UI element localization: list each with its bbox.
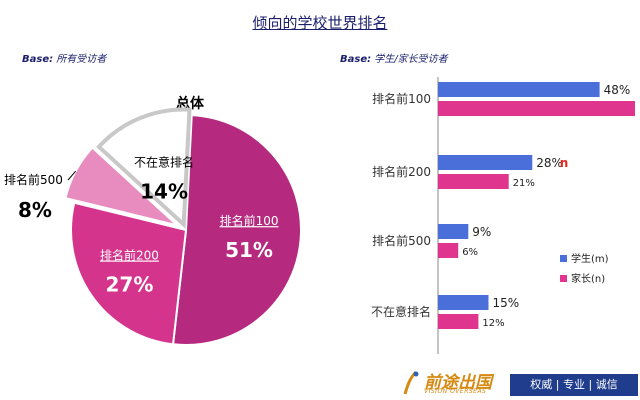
pie-slice	[171, 114, 302, 346]
legend-label: 家长(n)	[571, 272, 605, 285]
category-label: 排名前200	[372, 164, 431, 179]
category-label: 排名前500	[372, 233, 431, 248]
bar	[438, 82, 600, 97]
category-label: 排名前100	[372, 91, 431, 106]
bar-annotation: n	[560, 156, 569, 170]
pie-slice	[64, 146, 178, 227]
pie-slice-value: 8%	[18, 198, 52, 222]
bar	[438, 243, 459, 258]
tagline: 权威 | 专业 | 诚信	[510, 374, 638, 396]
pie-slice	[70, 201, 188, 346]
bar	[438, 314, 479, 329]
bar	[438, 224, 469, 239]
pie-slice	[96, 107, 192, 229]
logo-icon	[403, 370, 419, 395]
legend-swatch	[560, 275, 567, 282]
logo-text: 前途出国	[424, 373, 492, 393]
pie-slice-label: 排名前200	[100, 248, 159, 263]
bar	[438, 155, 533, 170]
pie-slice-value: 27%	[105, 273, 153, 297]
bar	[438, 295, 489, 310]
pie-slice-label: 不在意排名	[134, 155, 194, 170]
bar	[438, 101, 635, 116]
bar-chart: 排名前10048%61%m排名前20028%n21%排名前5009%6%不在意排…	[371, 77, 635, 354]
bar	[438, 174, 509, 189]
base-text: 学生/家长受访者	[371, 54, 448, 65]
base-prefix: Base:	[340, 54, 372, 65]
bar-value-label: 21%	[513, 178, 535, 189]
bar-value-label: 48%	[604, 83, 631, 97]
footer-brand: 前途出国 VISION OVERSEAS 权威 | 专业 | 诚信	[398, 366, 640, 400]
legend-label: 学生(m)	[571, 252, 609, 265]
base-note-left: Base: 所有受访者	[22, 50, 106, 65]
bar-value-label: 6%	[462, 247, 478, 258]
logo-subtext: VISION OVERSEAS	[424, 388, 487, 395]
pie-slice-label: 排名前500	[4, 172, 63, 187]
pie-slice-value: 51%	[225, 238, 273, 262]
bar-value-label: 15%	[493, 296, 520, 310]
base-prefix: Base:	[22, 54, 54, 65]
base-note-right: Base: 学生/家长受访者	[340, 50, 448, 65]
pie-slice-label: 排名前100	[220, 213, 279, 228]
pie-slice-value: 14%	[140, 180, 188, 204]
pie-leader-line	[67, 170, 77, 181]
category-label: 不在意排名	[371, 304, 431, 319]
bar-value-label: 28%	[536, 156, 563, 170]
legend-swatch	[560, 255, 567, 262]
bar-value-label: 12%	[482, 318, 504, 329]
bar-value-label: 9%	[472, 225, 491, 239]
page-title: 倾向的学校世界排名	[252, 14, 388, 32]
base-text: 所有受访者	[53, 54, 107, 65]
